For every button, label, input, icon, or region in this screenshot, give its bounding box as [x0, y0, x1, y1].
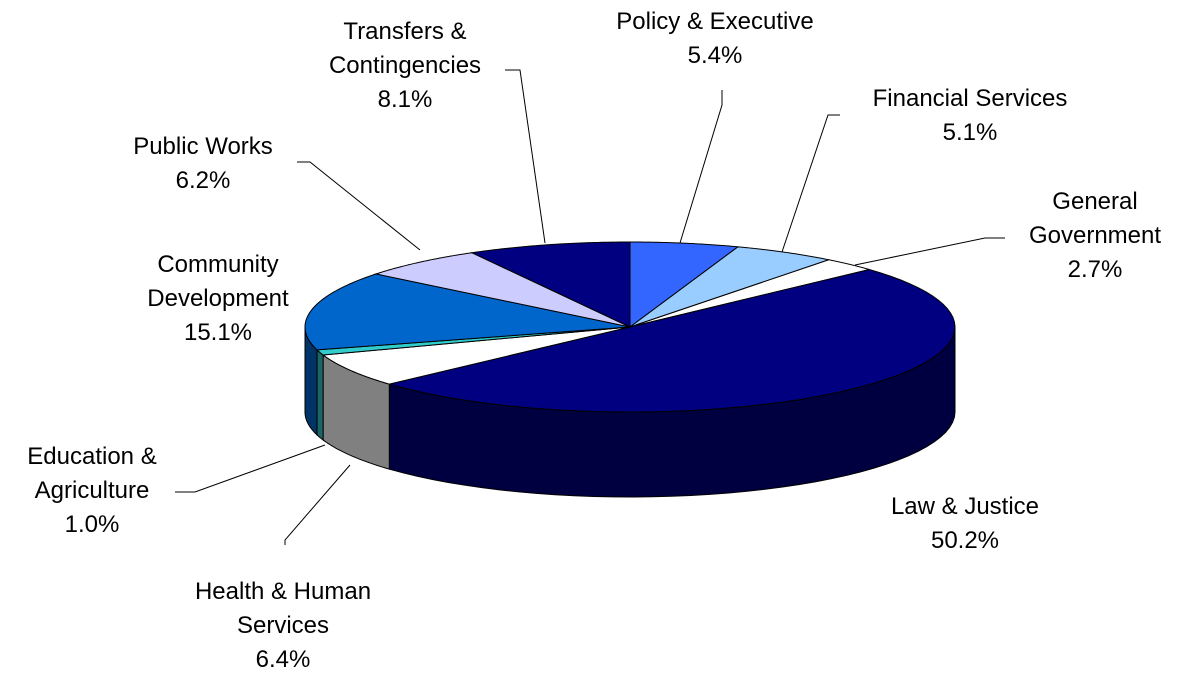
leader-line: [854, 237, 1005, 266]
slice-side: [316, 348, 324, 441]
leader-line: [284, 464, 351, 545]
category-name: Transfers & Contingencies: [328, 18, 482, 79]
slice-top: [374, 252, 631, 328]
category-name: Community Development: [147, 251, 289, 312]
leader-line: [297, 161, 421, 251]
value-label: 15.1%: [183, 319, 253, 346]
value-label: 6.2%: [175, 167, 231, 194]
slice-top: [470, 241, 631, 328]
slice-label: Public Works 6.2%: [103, 130, 303, 198]
value-label: 6.4%: [255, 646, 311, 673]
value-label: 1.0%: [64, 511, 120, 538]
value-label: 8.1%: [377, 86, 433, 113]
leader-line: [505, 69, 546, 244]
category-name: General Government: [1028, 188, 1162, 249]
leader-line: [679, 90, 723, 244]
category-name: Health & Human Services: [194, 578, 372, 639]
slice-label: Community Development 15.1%: [123, 248, 313, 350]
slice-label: Education & Agriculture 1.0%: [2, 440, 182, 542]
slice-top: [304, 273, 631, 351]
slice-top: [315, 326, 631, 356]
category-name: Financial Services: [872, 85, 1068, 112]
value-label: 5.4%: [687, 42, 743, 69]
slice-top: [629, 246, 831, 328]
value-label: 2.7%: [1067, 256, 1123, 283]
slice-label: Financial Services 5.1%: [830, 82, 1110, 150]
slice-label: Health & Human Services 6.4%: [163, 575, 403, 677]
value-label: 50.2%: [930, 527, 1000, 554]
slice-label: General Government 2.7%: [1020, 185, 1170, 287]
category-name: Education & Agriculture: [27, 443, 157, 504]
slice-top: [389, 268, 956, 413]
slice-top: [321, 326, 631, 385]
slice-label: Transfers & Contingencies 8.1%: [305, 15, 505, 117]
slice-top: [629, 259, 870, 328]
category-name: Policy & Executive: [616, 8, 814, 35]
leader-line: [175, 444, 326, 493]
slice-label: Law & Justice 50.2%: [845, 490, 1085, 558]
value-label: 5.1%: [942, 119, 998, 146]
category-name: Public Works: [133, 133, 273, 160]
category-name: Law & Justice: [890, 493, 1040, 520]
slice-top: [629, 241, 740, 328]
slice-label: Policy & Executive 5.4%: [585, 5, 845, 73]
leader-line: [781, 114, 840, 253]
